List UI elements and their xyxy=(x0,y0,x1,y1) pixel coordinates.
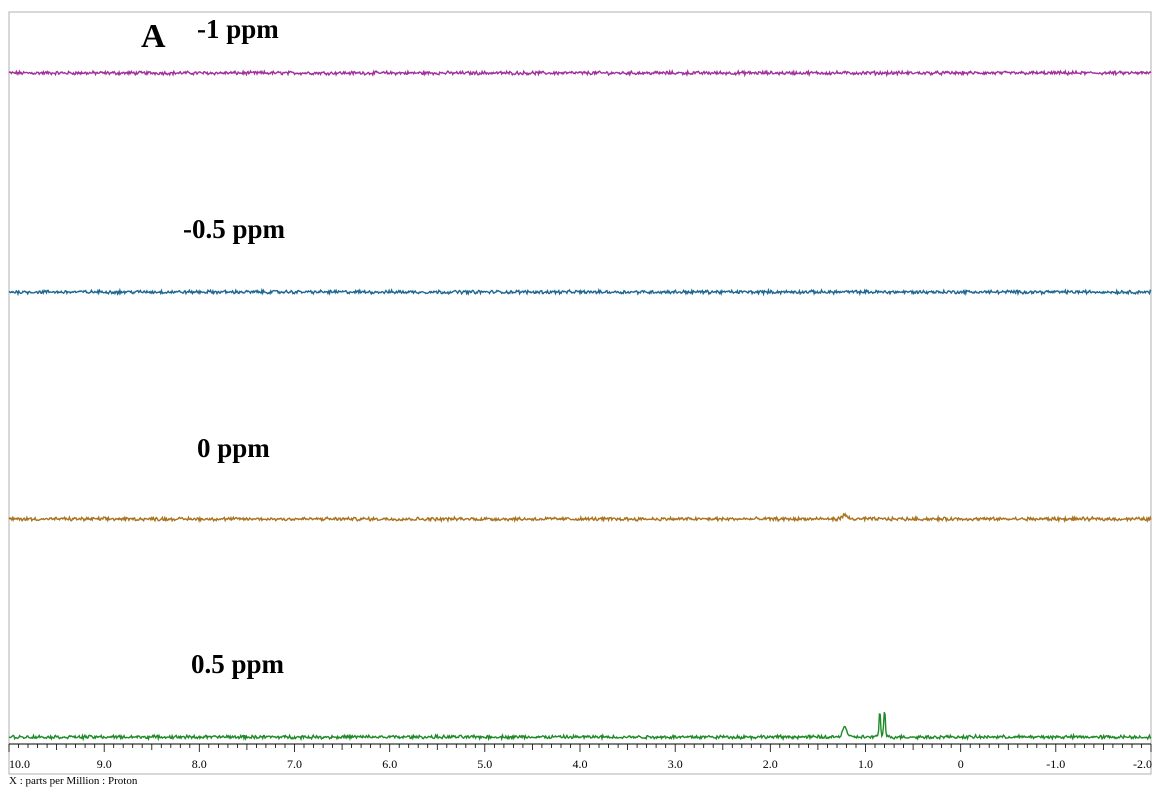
x-tick-label: -1.0 xyxy=(1046,757,1065,771)
x-tick-label: 8.0 xyxy=(192,757,207,771)
spectrum-trace-2 xyxy=(8,512,1152,524)
panel-label: A xyxy=(141,18,166,55)
x-axis-title: X : parts per Million : Proton xyxy=(9,775,138,787)
x-tick-label: 10.0 xyxy=(9,757,30,771)
x-axis-ticks xyxy=(8,744,1152,752)
spectrum-trace-1 xyxy=(8,287,1152,297)
x-tick-label: 3.0 xyxy=(668,757,683,771)
plot-frame xyxy=(8,11,1152,775)
trace-labels: -1 ppm -0.5 ppm 0 ppm 0.5 ppm xyxy=(183,14,286,679)
trace-label-1: -0.5 ppm xyxy=(183,214,286,244)
trace-label-0: -1 ppm xyxy=(197,14,279,44)
trace-label-3: 0.5 ppm xyxy=(191,649,285,679)
x-tick-label: 4.0 xyxy=(573,757,588,771)
x-tick-label: 7.0 xyxy=(287,757,302,771)
x-tick-label: -2.0 xyxy=(1133,757,1152,771)
spectrum-trace-0 xyxy=(8,68,1152,78)
x-tick-label: 5.0 xyxy=(477,757,492,771)
trace-label-2: 0 ppm xyxy=(197,433,270,463)
x-tick-label: 0 xyxy=(958,757,964,771)
x-tick-label: 6.0 xyxy=(382,757,397,771)
x-tick-label: 1.0 xyxy=(858,757,873,771)
x-tick-label: 9.0 xyxy=(97,757,112,771)
x-tick-label: 2.0 xyxy=(763,757,778,771)
x-axis-tick-labels: 10.0 9.0 8.0 7.0 6.0 5.0 4.0 3.0 2.0 1.0 0 -1.0 -2.0 xyxy=(9,757,1152,771)
spectrum-trace-3 xyxy=(8,711,1152,742)
spectra-traces xyxy=(8,68,1152,742)
